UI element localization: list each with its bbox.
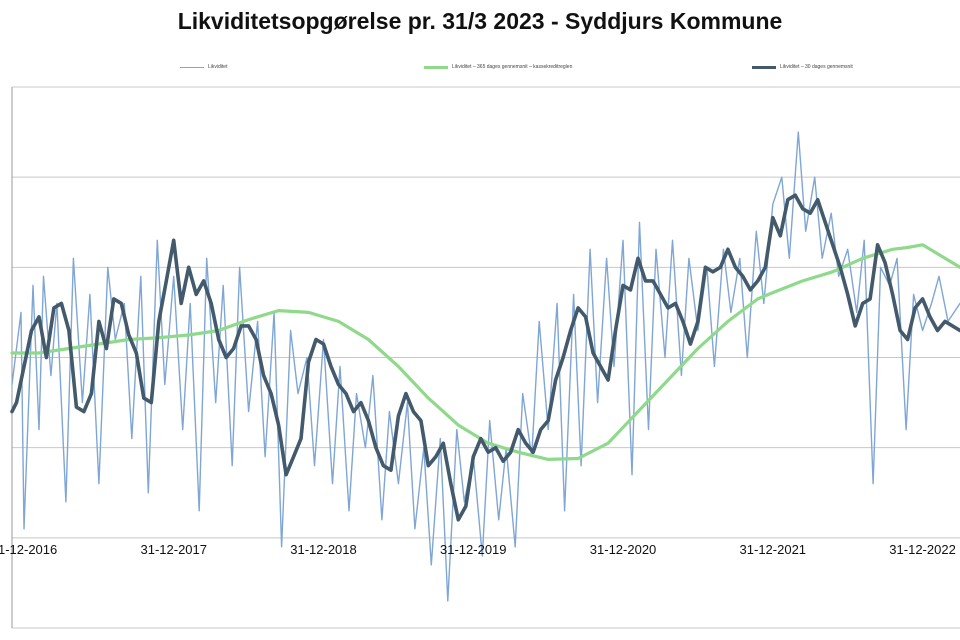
x-tick-label: 31-12-2018 [290, 542, 357, 557]
x-tick-label: 31-12-2016 [0, 542, 57, 557]
legend-swatch-likviditet [180, 66, 204, 68]
series-line-2 [10, 193, 960, 522]
legend-item-30-dages: Likviditet – 30 dages gennemsnit [752, 64, 853, 70]
legend-label-likviditet: Likviditet [208, 64, 228, 70]
legend-swatch-365-dages [424, 65, 448, 69]
x-tick-label: 31-12-2022 [889, 542, 956, 557]
chart-title: Likviditetsopgørelse pr. 31/3 2023 - Syd… [177, 8, 783, 34]
x-tick-label: 31-12-2019 [440, 542, 507, 557]
x-tick-label: 31-12-2017 [140, 542, 207, 557]
series-line-1 [10, 243, 960, 461]
legend-item-likviditet: Likviditet [180, 64, 227, 70]
legend-item-365-dages: Likviditet – 365 dages gennemsnit – kass… [424, 64, 572, 70]
legend-label-365-dages: Likviditet – 365 dages gennemsnit – kass… [452, 64, 573, 70]
x-tick-label: 31-12-2020 [590, 542, 657, 557]
x-tick-label: 31-12-2021 [740, 542, 807, 557]
legend-swatch-30-dages [752, 65, 776, 69]
legend-label-30-dages: Likviditet – 30 dages gennemsnit [780, 64, 853, 70]
series-line-0 [11, 131, 960, 602]
